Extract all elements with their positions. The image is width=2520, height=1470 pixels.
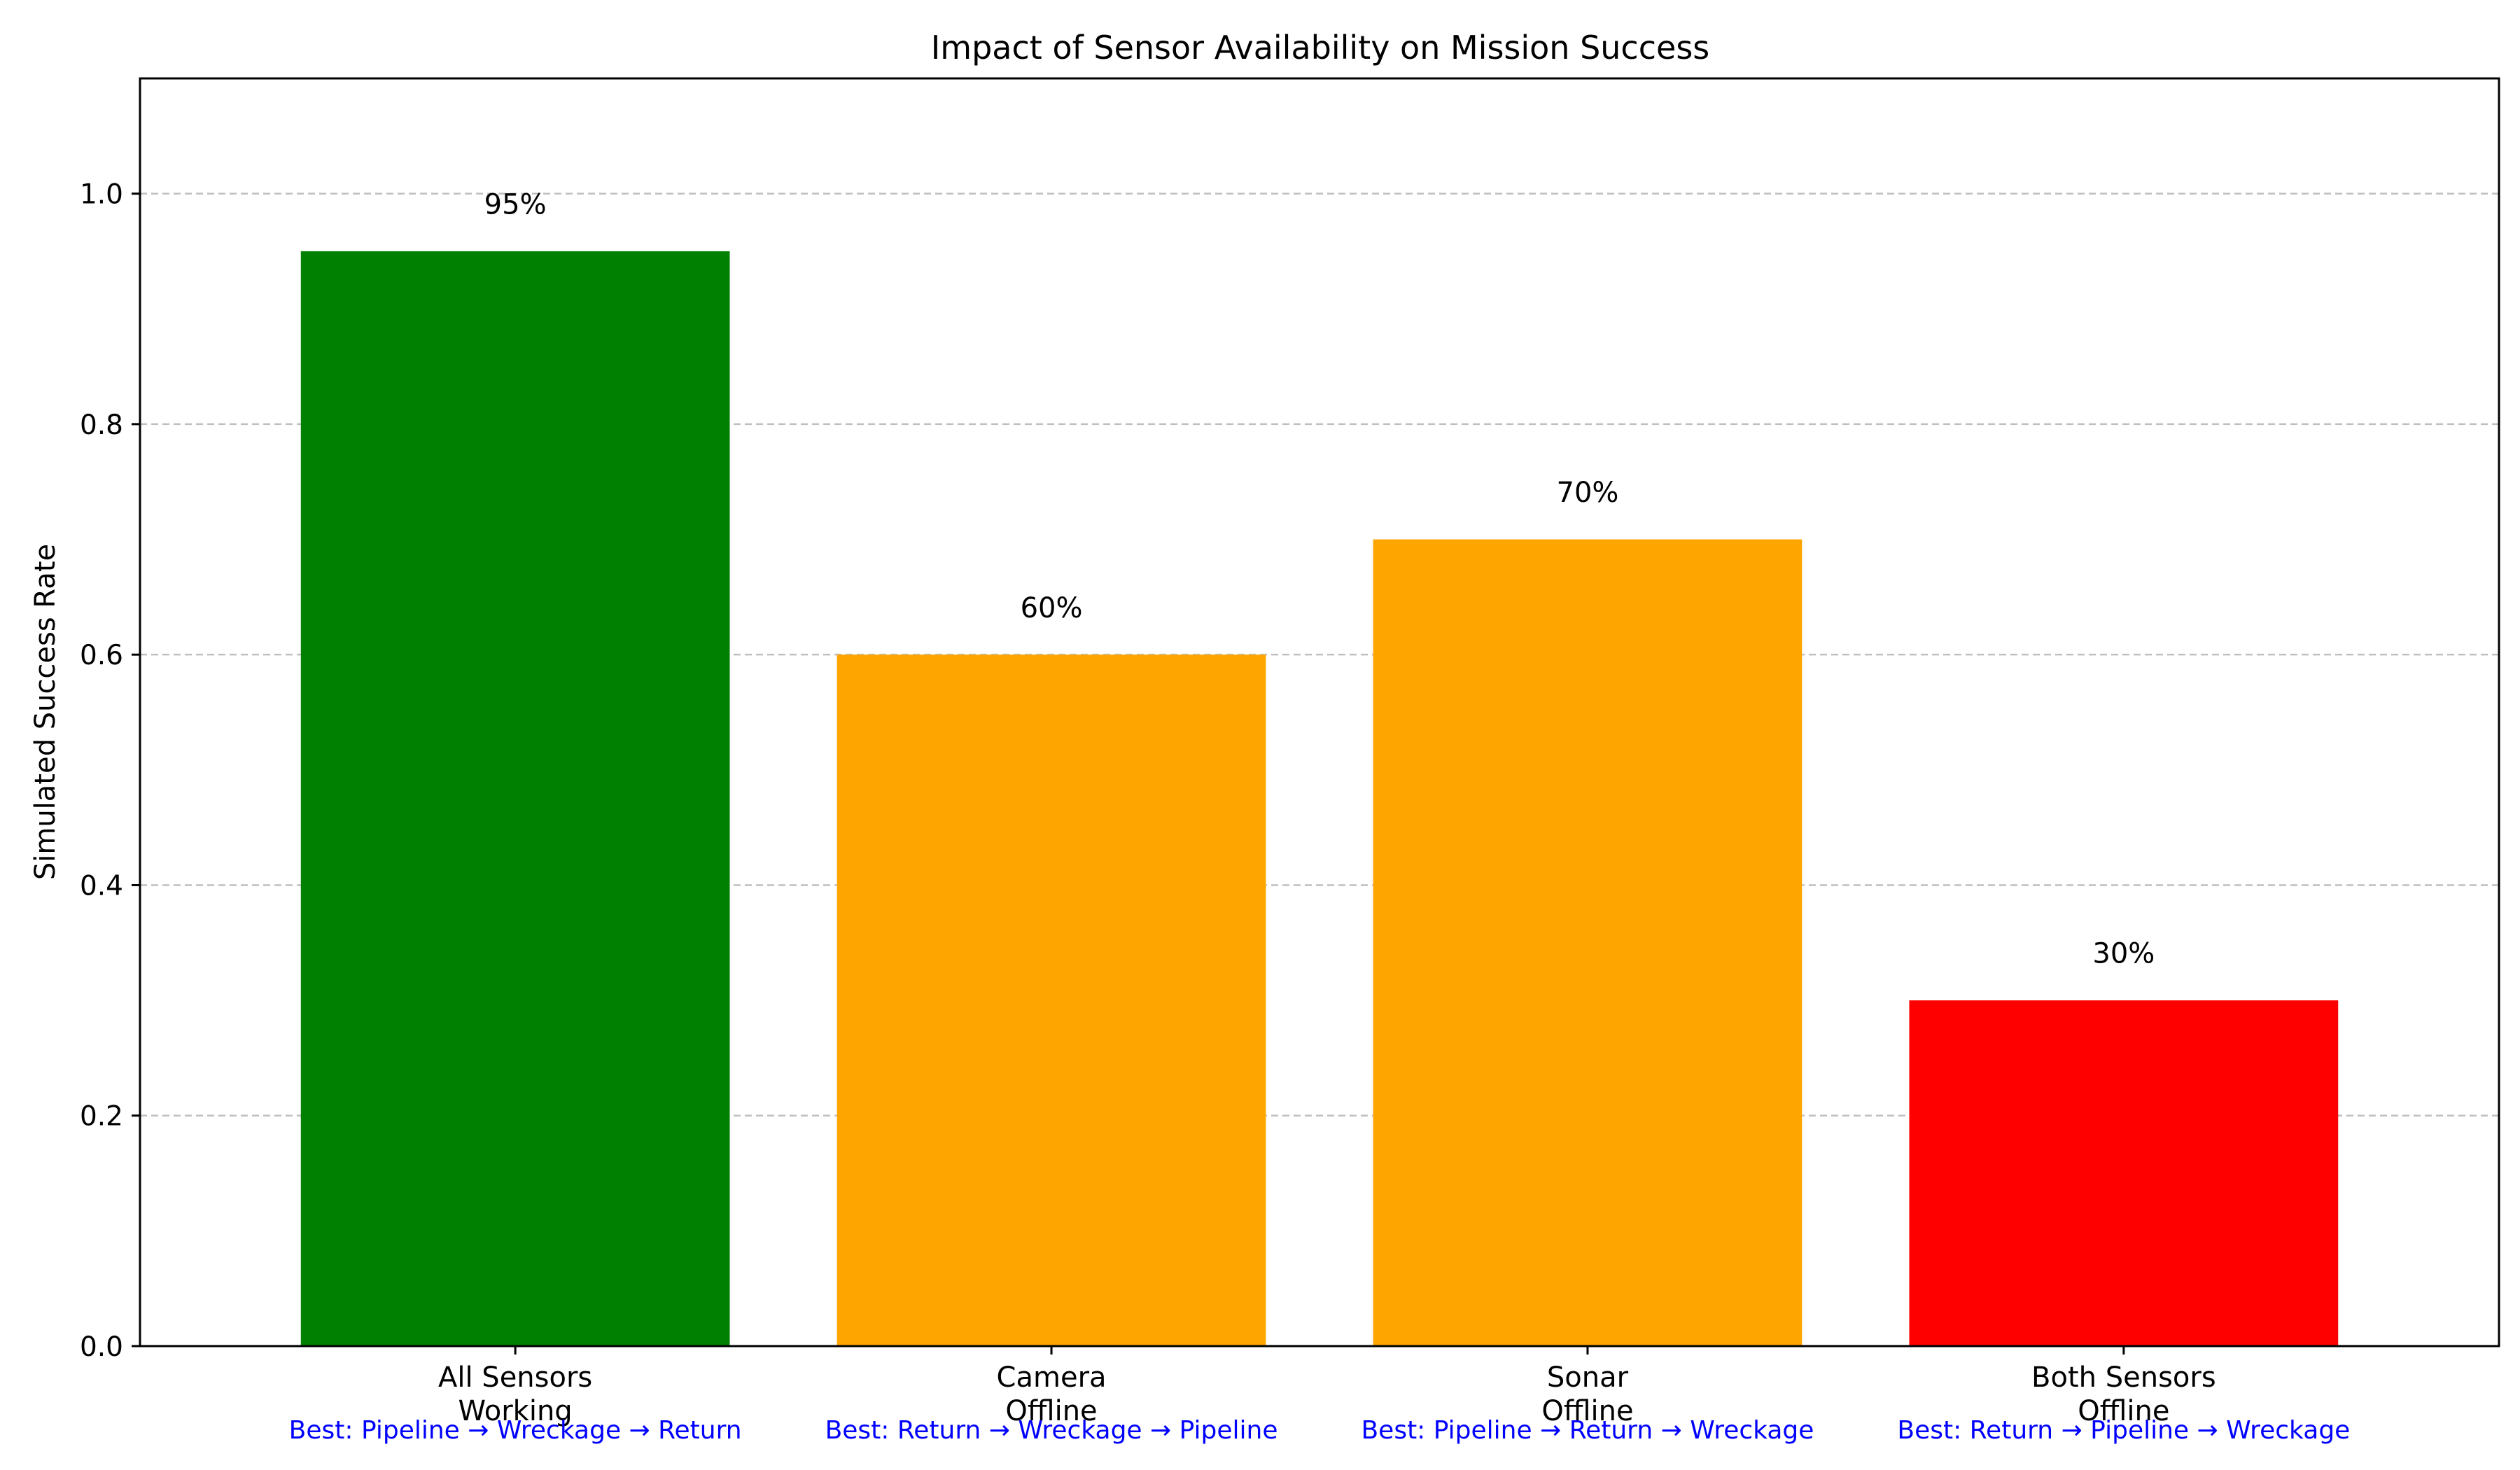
data-label-2: 70%: [1557, 477, 1619, 509]
category-label-line-2-1: Offline: [1541, 1395, 1633, 1427]
annotation-label-1: Best: Return → Wreckage → Pipeline: [825, 1416, 1278, 1445]
bar-1: [836, 654, 1266, 1346]
bar-2: [1373, 539, 1802, 1347]
category-label-line-2-0: Sonar: [1547, 1362, 1629, 1394]
y-tick-label-1: 0.2: [80, 1101, 123, 1133]
annotation-labels: Best: Pipeline → Wreckage → Return Best: …: [289, 1416, 2351, 1445]
category-label-1: Camera Offline: [997, 1362, 1107, 1427]
category-label-line-3-0: Both Sensors: [2031, 1362, 2216, 1394]
data-label-0: 95%: [484, 189, 547, 221]
y-tick-label-3: 0.6: [80, 640, 123, 671]
bar-0: [300, 251, 730, 1346]
category-label-line-3-1: Offline: [2078, 1395, 2169, 1427]
category-label-3: Both Sensors Offline: [2031, 1362, 2216, 1427]
bar-3: [1909, 1000, 2339, 1346]
category-label-line-1-0: Camera: [997, 1362, 1107, 1394]
data-labels: 95% 60% 70% 30%: [484, 189, 2155, 970]
plot-area-frame: [139, 77, 2500, 1348]
data-label-3: 30%: [2092, 938, 2155, 970]
chart-title: Impact of Sensor Availability on Mission…: [931, 29, 1710, 66]
bars: [300, 251, 2339, 1347]
y-tick-label-0: 0.0: [80, 1331, 123, 1363]
y-tick-label-2: 0.4: [80, 870, 123, 902]
y-axis-label: Simulated Success Rate: [29, 544, 62, 880]
category-label-2: Sonar Offline: [1541, 1362, 1633, 1427]
category-label-0: All Sensors Working: [438, 1362, 592, 1427]
annotation-label-2: Best: Pipeline → Return → Wreckage: [1361, 1416, 1814, 1445]
category-label-line-0-0: All Sensors: [438, 1362, 592, 1394]
y-tick-label-5: 1.0: [80, 179, 123, 211]
category-label-line-0-1: Working: [458, 1395, 573, 1427]
y-axis-ticks: 0.0 0.2 0.4 0.6 0.8 1.0: [80, 179, 140, 1363]
annotation-label-3: Best: Return → Pipeline → Wreckage: [1897, 1416, 2350, 1445]
data-label-1: 60%: [1021, 592, 1083, 624]
category-label-line-1-1: Offline: [1005, 1395, 1097, 1427]
x-axis-ticks: [514, 1346, 2125, 1354]
annotation-label-0: Best: Pipeline → Wreckage → Return: [289, 1416, 742, 1445]
y-tick-label-4: 0.8: [80, 410, 123, 441]
